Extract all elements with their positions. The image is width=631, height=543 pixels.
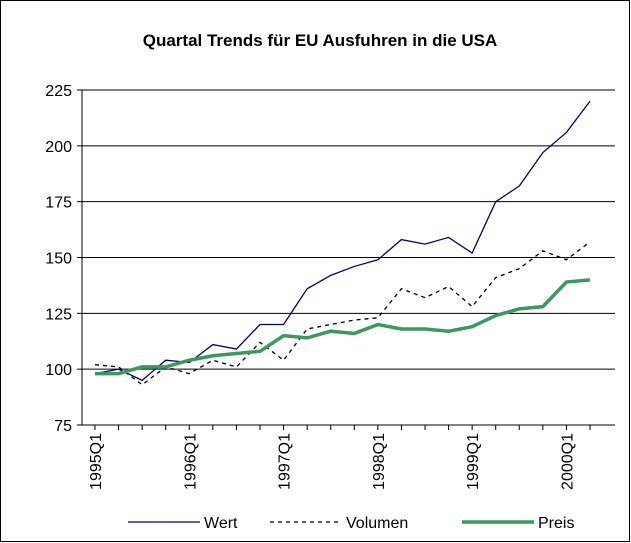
y-tick-label: 75: [54, 418, 72, 435]
y-tick-label: 175: [45, 195, 72, 212]
legend-label: Volumen: [346, 515, 408, 532]
line-series: [94, 100, 591, 382]
x-tick-label: 1998Q1: [371, 433, 388, 490]
y-tick-label: 100: [45, 362, 72, 379]
x-tick-label: 1999Q1: [465, 433, 482, 490]
x-tick-label: 1996Q1: [182, 433, 199, 490]
x-tick-label: 1995Q1: [88, 433, 105, 490]
line-series: [94, 241, 591, 386]
x-tick-label: 2000Q1: [559, 433, 576, 490]
chart-title: Quartal Trends für EU Ausfuhren in die U…: [143, 31, 498, 50]
legend-label: Wert: [204, 515, 238, 532]
x-tick-label: 1997Q1: [277, 433, 294, 490]
y-tick-label: 200: [45, 139, 72, 156]
y-tick-label: 150: [45, 251, 72, 268]
line-series: [95, 278, 591, 376]
legend-label: Preis: [538, 515, 574, 532]
y-tick-label: 125: [45, 306, 72, 323]
y-tick-label: 225: [45, 83, 72, 100]
